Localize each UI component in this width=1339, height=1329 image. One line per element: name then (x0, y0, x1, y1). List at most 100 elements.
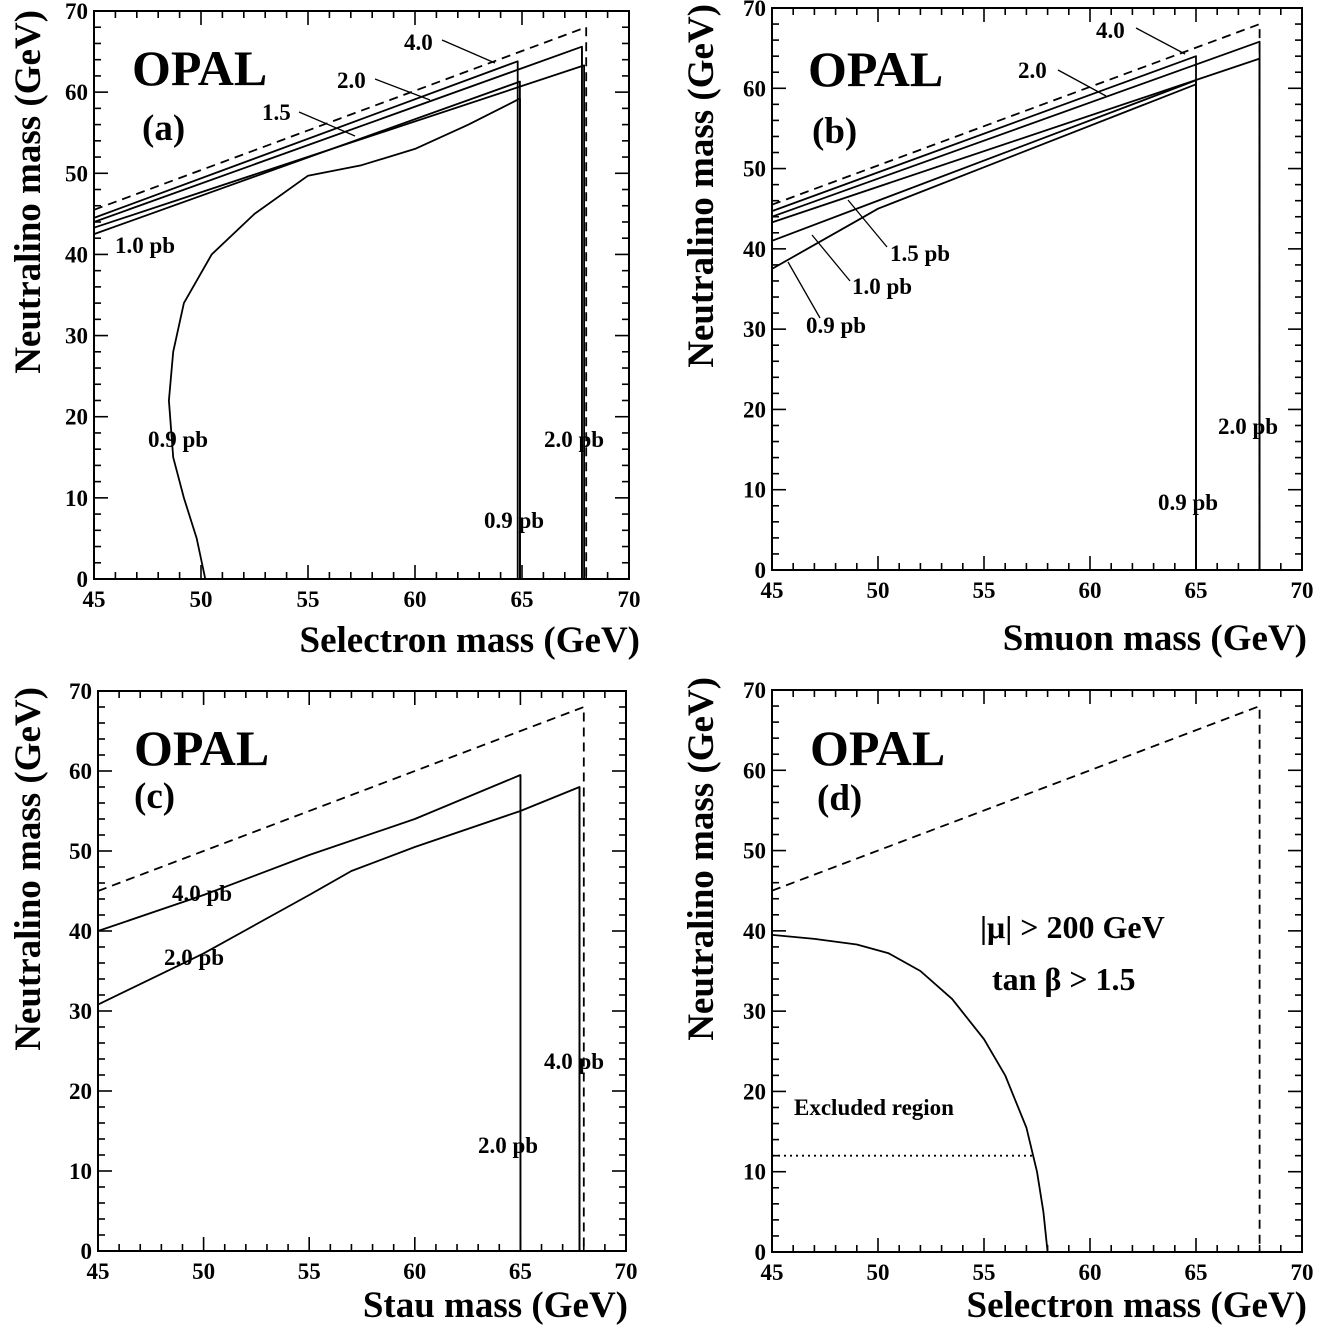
panel-b-xtick-label-45: 45 (761, 578, 784, 603)
panel-a-label-2.0pb-vertical: 2.0 pb (544, 427, 604, 452)
panel-c-ytick-label-20: 20 (69, 1079, 92, 1104)
panel-b-xtick-label-50: 50 (867, 578, 890, 603)
panel-c-xtick-label-65: 65 (509, 1259, 532, 1284)
panel-a-marks (93, 26, 588, 580)
panel-d-series-0 (771, 705, 1261, 1252)
panel-b-ticks: 45 50 55 60 65 70 0 10 20 30 40 50 60 70 (743, 0, 1314, 603)
panel-a-series-3 (93, 64, 585, 579)
panel-a-ytick-label-10: 10 (65, 486, 88, 511)
panel-d-brand: OPAL (810, 720, 945, 776)
panel-d-xtick-label-65: 65 (1185, 1260, 1208, 1285)
panel-c-label-2.0pb-vertical: 2.0 pb (478, 1133, 538, 1158)
panel-c-tag: (c) (134, 776, 175, 817)
panel-d-ytick-label-50: 50 (743, 839, 766, 864)
panel-b-xtick-label-55: 55 (973, 578, 996, 603)
panel-d-tanbeta-condition: tan β > 1.5 (992, 961, 1136, 997)
panel-c-frame (97, 690, 627, 1252)
panel-a-brand: OPAL (132, 40, 267, 96)
panel-b: 45 50 55 60 65 70 0 10 20 30 40 50 60 70 OPAL (b) Smu… (681, 0, 1314, 659)
panel-c-series-0 (97, 706, 585, 1251)
panel-a-ytick-label-30: 30 (65, 324, 88, 349)
panel-a-xtick-label-60: 60 (404, 587, 427, 612)
panel-b-ytick-label-30: 30 (743, 317, 766, 342)
panel-c-ytick-label-60: 60 (69, 759, 92, 784)
panel-b-ytick-label-40: 40 (743, 237, 766, 262)
panel-d-ticks: 45 50 55 60 65 70 0 10 20 30 40 50 60 70 (743, 678, 1314, 1285)
panel-d-xlabel: Selectron mass (GeV) (967, 1285, 1307, 1326)
panel-c-xtick-label-50: 50 (192, 1259, 215, 1284)
panel-b-label-2.0: 2.0 (1018, 58, 1047, 83)
panel-a-xtick-label-55: 55 (297, 587, 320, 612)
panel-a-xtick-label-50: 50 (190, 587, 213, 612)
panel-a-ylabel: Neutralino mass (GeV) (8, 10, 49, 374)
panel-a-series-1 (93, 60, 519, 579)
panel-d-ytick-label-10: 10 (743, 1160, 766, 1185)
panel-c-series-1 (97, 774, 522, 1251)
panel-d-ytick-label-30: 30 (743, 999, 766, 1024)
panel-d-frame (771, 689, 1303, 1253)
panel-c-label-2.0pb-diagonal: 2.0 pb (164, 945, 224, 970)
panel-c: 45 50 55 60 65 70 0 10 20 30 40 50 60 70 OPAL (c) Sta… (8, 679, 638, 1326)
panel-d-xtick-label-55: 55 (973, 1260, 996, 1285)
panel-d-tag: (d) (817, 778, 862, 819)
panel-b-ytick-label-60: 60 (743, 76, 766, 101)
panel-c-brand: OPAL (134, 720, 269, 776)
panel-a-series-5 (167, 97, 521, 580)
panel-c-ytick-label-70: 70 (69, 679, 92, 704)
panel-a-label-4.0: 4.0 (404, 30, 433, 55)
panel-a-ytick-label-0: 0 (77, 567, 89, 592)
panel-c-xtick-label-45: 45 (87, 1259, 110, 1284)
panel-d-ytick-label-40: 40 (743, 919, 766, 944)
panel-d-series-1 (771, 934, 1049, 1253)
panel-c-xtick-label-55: 55 (298, 1259, 321, 1284)
panel-b-label-4.0: 4.0 (1096, 18, 1125, 43)
panel-d-ylabel: Neutralino mass (GeV) (681, 677, 722, 1041)
panel-b-xtick-label-60: 60 (1079, 578, 1102, 603)
panel-c-ticks: 45 50 55 60 65 70 0 10 20 30 40 50 60 70 (69, 679, 638, 1284)
panel-a-label-1.0pb: 1.0 pb (115, 233, 175, 258)
panel-b-xtick-label-65: 65 (1185, 578, 1208, 603)
panel-a-series-0 (93, 26, 588, 579)
panel-c-label-4.0pb-vertical: 4.0 pb (544, 1049, 604, 1074)
panel-a-ticks: 45 50 55 60 65 70 0 10 20 30 40 50 60 70 (65, 0, 641, 612)
panel-c-ytick-label-40: 40 (69, 919, 92, 944)
panel-d-ytick-label-20: 20 (743, 1079, 766, 1104)
panel-d-mu-condition: |μ| > 200 GeV (980, 909, 1165, 945)
panel-b-xtick-label-70: 70 (1291, 578, 1314, 603)
panel-a-ytick-label-70: 70 (65, 0, 88, 24)
panel-d-xtick-label-70: 70 (1291, 1260, 1314, 1285)
panel-b-ylabel: Neutralino mass (GeV) (681, 4, 722, 368)
panel-b-ytick-label-70: 70 (743, 0, 766, 21)
panel-b-label-0.9pb: 0.9 pb (806, 313, 866, 338)
panel-b-ytick-label-20: 20 (743, 397, 766, 422)
panel-b-pointer-lines (787, 27, 1186, 319)
panel-a-ytick-label-50: 50 (65, 161, 88, 186)
panel-a-ytick-label-40: 40 (65, 242, 88, 267)
panel-c-ylabel: Neutralino mass (GeV) (8, 687, 49, 1051)
panel-a-xtick-label-65: 65 (511, 587, 534, 612)
panel-c-xtick-label-70: 70 (615, 1259, 638, 1284)
panel-c-ytick-label-0: 0 (81, 1239, 93, 1264)
panel-b-marks (771, 23, 1261, 570)
panel-b-label-1.0pb: 1.0 pb (852, 274, 912, 299)
panel-a-ytick-label-20: 20 (65, 405, 88, 430)
panel-d-xtick-label-60: 60 (1079, 1260, 1102, 1285)
panel-a-label-0.9pb-curve: 0.9 pb (148, 427, 208, 452)
panel-a: 45 50 55 60 65 70 0 10 20 30 40 50 60 70 OPAL (a) Sel… (8, 0, 641, 661)
panel-a-pointer-lines (298, 39, 496, 137)
panel-b-label-1.5pb: 1.5 pb (890, 241, 950, 266)
panel-b-xlabel: Smuon mass (GeV) (1003, 618, 1307, 659)
panel-d-marks (771, 705, 1261, 1253)
panel-b-ytick-label-10: 10 (743, 478, 766, 503)
panel-d-xtick-label-50: 50 (867, 1260, 890, 1285)
panel-c-xtick-label-60: 60 (403, 1259, 426, 1284)
panel-a-xtick-label-45: 45 (83, 587, 106, 612)
panel-a-tag: (a) (142, 108, 185, 149)
panel-b-label-2.0pb-vertical: 2.0 pb (1218, 414, 1278, 439)
panel-d-ytick-label-0: 0 (755, 1240, 767, 1265)
panel-a-label-0.9pb-vertical: 0.9 pb (484, 508, 544, 533)
panel-c-label-4.0pb-diagonal: 4.0 pb (172, 881, 232, 906)
panel-a-label-2.0: 2.0 (337, 68, 366, 93)
panel-b-frame (771, 7, 1303, 571)
panel-c-marks (97, 706, 585, 1251)
